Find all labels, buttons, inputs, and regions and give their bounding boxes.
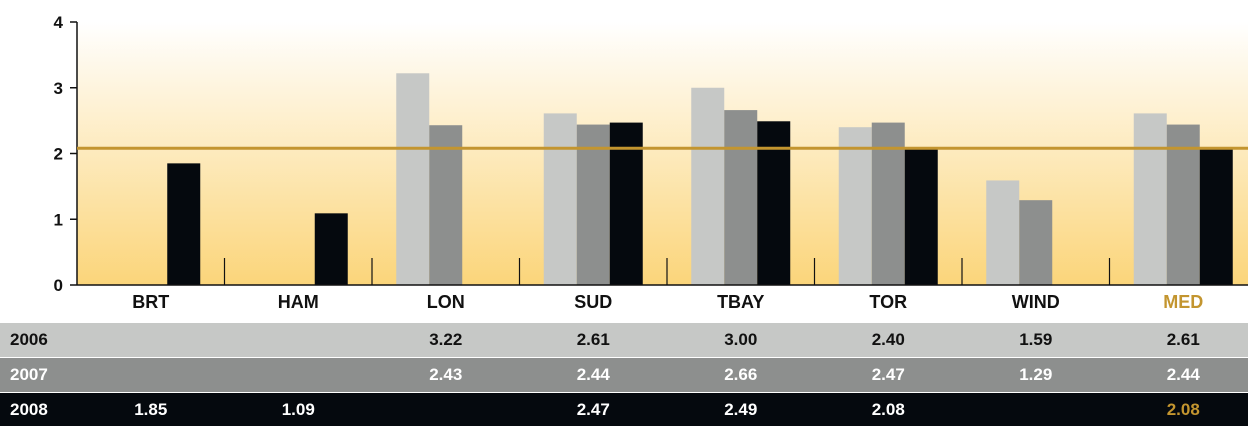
bar-2006-TOR: [838, 127, 872, 285]
bar-2008-TBAY: [757, 121, 791, 285]
x-tick-label-tor: TOR: [869, 292, 907, 312]
bar-2007-TBAY: [724, 110, 758, 285]
x-tick-label-med: MED: [1163, 292, 1203, 312]
bar-2008-TOR: [904, 148, 938, 285]
y-tick-label: 0: [54, 276, 63, 295]
row-label: 2007: [10, 365, 48, 384]
table-row-2006: 2006 3.22 2.61 3.00 2.40 1.59 2.61: [0, 323, 1248, 357]
bar-chart: 0 1 2 3 4 BRT HAM LON SUD TBAY TOR WIND MED: [54, 13, 1248, 312]
y-tick-label: 1: [54, 210, 63, 229]
bar-2006-LON: [396, 73, 430, 285]
table-cell: 2.66: [724, 365, 758, 384]
bar-2006-WIND: [986, 180, 1020, 285]
table-cell: 2.40: [871, 330, 905, 349]
y-tick-label: 4: [54, 13, 64, 32]
table-cell: 3.00: [724, 330, 758, 349]
table-cell: 1.59: [1019, 330, 1053, 349]
table-cell: 2.49: [724, 400, 758, 419]
x-axis: BRT HAM LON SUD TBAY TOR WIND MED: [77, 258, 1248, 312]
row-label: 2008: [10, 400, 48, 419]
plot-background: [77, 22, 1248, 285]
bar-2007-LON: [429, 125, 463, 285]
table-cell: 2.44: [576, 365, 610, 384]
table-cell: 2.08: [1166, 400, 1200, 419]
table-cell: 2.47: [576, 400, 610, 419]
y-axis: 0 1 2 3 4: [54, 13, 78, 295]
x-tick-label-tbay: TBAY: [717, 292, 764, 312]
bar-2008-HAM: [314, 213, 348, 285]
x-tick-label-lon: LON: [427, 292, 465, 312]
table-cell: 2.47: [871, 365, 905, 384]
table-cell: 2.43: [429, 365, 463, 384]
table-row-2007: 2007 2.43 2.44 2.66 2.47 1.29 2.44: [0, 358, 1248, 392]
x-tick-label-wind: WIND: [1012, 292, 1060, 312]
y-tick-label: 3: [54, 79, 63, 98]
bar-2006-SUD: [543, 113, 577, 285]
table-cell: 2.44: [1166, 365, 1200, 384]
row-label: 2006: [10, 330, 48, 349]
x-tick-label-sud: SUD: [574, 292, 612, 312]
table-cell: 1.85: [134, 400, 168, 419]
x-tick-label-brt: BRT: [132, 292, 169, 312]
table-cell: 2.61: [1166, 330, 1200, 349]
table-cell: 1.29: [1019, 365, 1053, 384]
x-tick-label-ham: HAM: [278, 292, 319, 312]
bar-2006-TBAY: [691, 87, 725, 285]
bar-2007-MED: [1166, 124, 1200, 285]
table-row-2008: 2008 1.85 1.09 2.47 2.49 2.08 2.08: [0, 393, 1248, 426]
table-cell: 2.08: [871, 400, 905, 419]
bar-2008-BRT: [167, 163, 201, 285]
bar-2007-WIND: [1019, 200, 1053, 285]
table-cell: 1.09: [281, 400, 315, 419]
bar-2007-SUD: [576, 124, 610, 285]
table-cell: 3.22: [429, 330, 463, 349]
y-tick-label: 2: [54, 145, 63, 164]
bar-2008-MED: [1199, 148, 1233, 285]
bar-2006-MED: [1133, 113, 1167, 285]
table-cell: 2.61: [576, 330, 610, 349]
bars: [167, 73, 1233, 285]
data-table: 2006 3.22 2.61 3.00 2.40 1.59 2.61 2007 …: [0, 323, 1248, 426]
